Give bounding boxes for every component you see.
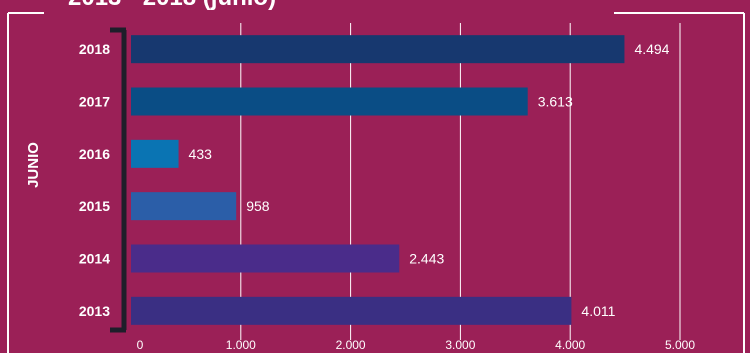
x-tick-label: 2.000 (336, 338, 366, 352)
chart-title: 2013 - 2018 (junio) (68, 0, 276, 12)
gridlines (240, 23, 681, 340)
category-label-2017: 2017 (79, 94, 110, 110)
bar-2014 (131, 244, 400, 273)
category-label-2016: 2016 (79, 146, 110, 162)
x-tick-label: 1.000 (226, 338, 256, 352)
bar-2016 (131, 139, 179, 168)
x-tick-label: 3.000 (445, 338, 475, 352)
value-label-2013: 4.011 (581, 303, 615, 319)
value-label-2014: 2.443 (409, 251, 444, 267)
category-label-2015: 2015 (79, 198, 110, 214)
bar-2015 (131, 192, 237, 221)
x-tick-label: 4.000 (555, 338, 585, 352)
value-label-2015: 958 (246, 198, 270, 214)
x-tick-label: 5.000 (665, 338, 695, 352)
value-label-2017: 3.613 (538, 94, 573, 110)
tick-labels: 0 1.000 2.000 3.000 4.000 5.000 (137, 338, 696, 352)
bar-2017 (131, 87, 528, 116)
category-labels: 2018 2017 2016 2015 2014 2013 (79, 41, 110, 319)
value-label-2016: 433 (189, 146, 213, 162)
category-label-2014: 2014 (79, 251, 110, 267)
bar-2013 (131, 296, 572, 325)
bars: 4.494 3.613 433 958 2.443 4.011 (131, 35, 670, 325)
category-label-2018: 2018 (79, 41, 110, 57)
x-tick-label: 0 (137, 338, 144, 352)
y-axis-title: JUNIO (25, 142, 42, 188)
category-label-2013: 2013 (79, 303, 110, 319)
bar-2018 (131, 35, 625, 64)
value-label-2018: 4.494 (634, 41, 669, 57)
